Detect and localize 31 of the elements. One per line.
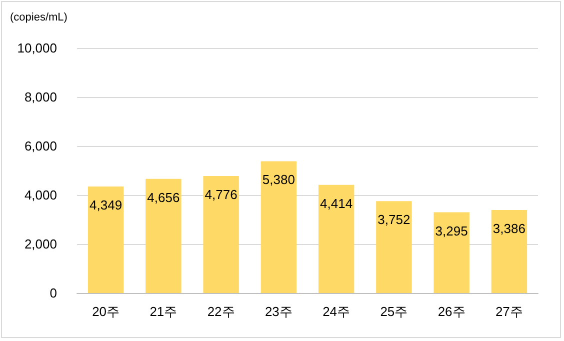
- bar: [376, 201, 412, 293]
- x-tick-label: 22주: [207, 304, 235, 319]
- y-tick-label: 4,000: [24, 188, 57, 202]
- y-axis-title: (copies/mL): [10, 12, 68, 24]
- data-label: 4,414: [320, 196, 353, 211]
- bar: [146, 178, 182, 293]
- bar: [491, 210, 528, 293]
- bar: [88, 186, 124, 293]
- y-tick-label: 6,000: [24, 138, 57, 154]
- bar: [203, 176, 239, 293]
- data-label: 4,656: [147, 190, 180, 205]
- x-tick-label: 24주: [322, 304, 350, 319]
- data-label: 4,776: [204, 186, 238, 202]
- x-tick-label: 26주: [438, 304, 466, 319]
- x-tick-label: 27주: [495, 304, 523, 319]
- data-label: 3,295: [435, 223, 468, 238]
- data-label: 3,386: [492, 221, 526, 236]
- y-tick-label: 8,000: [24, 90, 57, 104]
- x-tick-label: 20주: [92, 304, 120, 319]
- y-tick-label: 2,000: [24, 236, 57, 252]
- x-tick-label: 23주: [264, 304, 292, 319]
- y-tick-label: 0: [50, 286, 57, 300]
- bar: [318, 184, 354, 293]
- data-label: 4,349: [90, 197, 122, 212]
- x-tick-label: 21주: [150, 304, 178, 319]
- bar: [434, 212, 470, 293]
- x-tick-label: 25주: [380, 304, 408, 319]
- bar: [260, 161, 297, 293]
- y-tick-label: 10,000: [17, 40, 57, 56]
- data-label: 3,752: [378, 212, 410, 228]
- data-label: 5,380: [262, 172, 295, 188]
